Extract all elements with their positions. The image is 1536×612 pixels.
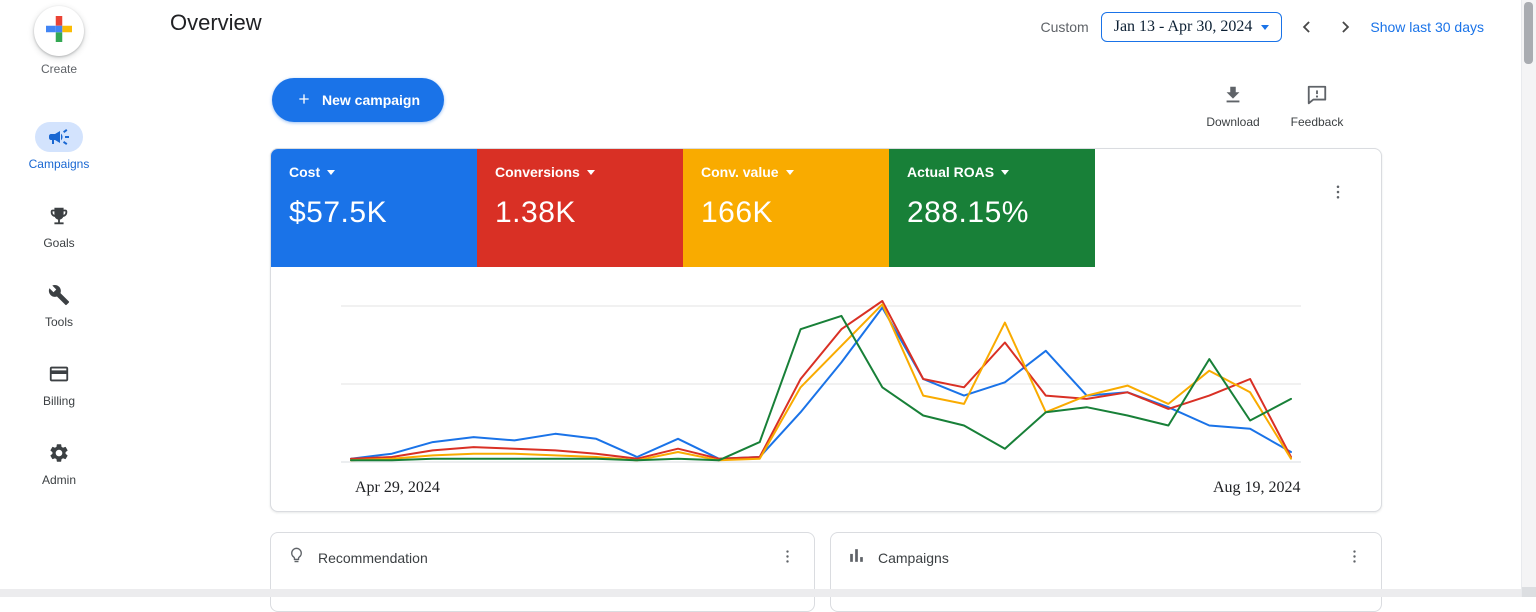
sidebar-item-goals[interactable]: Goals — [35, 201, 83, 250]
scorecard-actual-roas[interactable]: Actual ROAS 288.15% — [889, 149, 1095, 267]
scorecard-value: 166K — [701, 196, 774, 229]
date-range-controls: Custom Jan 13 - Apr 30, 2024 Show last 3… — [1040, 12, 1484, 42]
chart-series-actual-roas — [350, 314, 1292, 462]
download-label: Download — [1206, 115, 1260, 129]
scorecard-metric-label: Actual ROAS — [907, 164, 995, 180]
scorecard-value: $57.5K — [289, 196, 388, 229]
scorecard-value: 288.15% — [907, 196, 1029, 229]
show-last-30-days-link[interactable]: Show last 30 days — [1370, 19, 1484, 35]
x-axis-end-label: Aug 19, 2024 — [1213, 479, 1301, 496]
new-campaign-label: New campaign — [322, 92, 421, 108]
date-range-selector[interactable]: Jan 13 - Apr 30, 2024 — [1100, 12, 1283, 42]
page-title: Overview — [170, 10, 262, 35]
sidebar-item-label: Create — [40, 62, 78, 76]
bar-chart-icon — [847, 546, 866, 570]
credit-card-icon — [35, 359, 83, 389]
scorecard-metric-label: Conv. value — [701, 164, 779, 180]
chevron-down-icon[interactable] — [1001, 169, 1010, 175]
sidebar-item-campaigns[interactable]: Campaigns — [28, 122, 90, 171]
previous-range-button[interactable] — [1294, 14, 1320, 40]
horizontal-scrollbar[interactable] — [0, 589, 1536, 597]
next-range-button[interactable] — [1332, 14, 1358, 40]
campaigns-card-menu-button[interactable] — [1344, 546, 1365, 570]
chevron-down-icon[interactable] — [327, 169, 336, 175]
scorecards-strip: Cost $57.5K Conversions 1.38K Conv. valu… — [271, 149, 1381, 267]
create-button[interactable] — [34, 6, 84, 56]
x-axis-start-label: Apr 29, 2024 — [355, 479, 440, 496]
chevron-down-icon[interactable] — [586, 169, 595, 175]
download-button[interactable]: Download — [1200, 84, 1266, 129]
feedback-icon — [1306, 84, 1328, 111]
card-title: Recommendation — [318, 550, 428, 566]
vertical-scrollbar[interactable] — [1521, 0, 1536, 597]
feedback-label: Feedback — [1290, 115, 1344, 129]
card-title: Campaigns — [878, 550, 949, 566]
recommendation-card-menu-button[interactable] — [777, 546, 798, 570]
scorecard-value: 1.38K — [495, 196, 576, 229]
scorecard-conv-value[interactable]: Conv. value 166K — [683, 149, 889, 267]
sidebar-item-label: Tools — [44, 315, 73, 329]
chevron-down-icon[interactable] — [785, 169, 794, 175]
date-range-value: Jan 13 - Apr 30, 2024 — [1113, 18, 1253, 35]
gear-icon — [35, 438, 83, 468]
chart-card-menu-button[interactable] — [1327, 181, 1349, 206]
lightbulb-icon — [287, 546, 306, 570]
scrollbar-corner — [1522, 587, 1536, 597]
chart-series-cost — [350, 306, 1292, 460]
metrics-line-chart — [341, 300, 1301, 463]
scorecard-cost[interactable]: Cost $57.5K — [271, 149, 477, 267]
sidebar-item-label: Billing — [42, 394, 75, 408]
feedback-button[interactable]: Feedback — [1284, 84, 1350, 129]
campaigns-card: Campaigns — [830, 532, 1382, 612]
sidebar-item-create[interactable]: Create — [34, 6, 84, 76]
sidebar-item-admin[interactable]: Admin — [35, 438, 83, 487]
new-campaign-button[interactable]: New campaign — [272, 78, 445, 122]
sidebar-item-label: Admin — [41, 473, 76, 487]
vertical-scrollbar-thumb[interactable] — [1524, 2, 1533, 64]
chart-series-conversions — [350, 300, 1292, 460]
plus-icon — [296, 91, 312, 110]
scorecard-metric-label: Cost — [289, 164, 321, 180]
sidebar-item-tools[interactable]: Tools — [35, 280, 83, 329]
wrench-icon — [35, 280, 83, 310]
range-type-label: Custom — [1040, 19, 1089, 35]
sidebar: Create Campaigns Goals Tools — [0, 0, 118, 597]
sidebar-item-label: Campaigns — [28, 157, 90, 171]
trophy-icon — [35, 201, 83, 231]
sidebar-item-billing[interactable]: Billing — [35, 359, 83, 408]
sidebar-item-label: Goals — [43, 236, 75, 250]
chart-series-conv-value — [350, 303, 1292, 462]
overview-chart-card: Cost $57.5K Conversions 1.38K Conv. valu… — [270, 148, 1382, 512]
download-icon — [1222, 84, 1244, 111]
chevron-down-icon — [1261, 24, 1270, 30]
scorecard-metric-label: Conversions — [495, 164, 580, 180]
recommendation-card: Recommendation — [270, 532, 815, 612]
scorecard-conversions[interactable]: Conversions 1.38K — [477, 149, 683, 267]
megaphone-icon — [34, 122, 83, 152]
plus-multicolor-icon — [46, 15, 72, 47]
